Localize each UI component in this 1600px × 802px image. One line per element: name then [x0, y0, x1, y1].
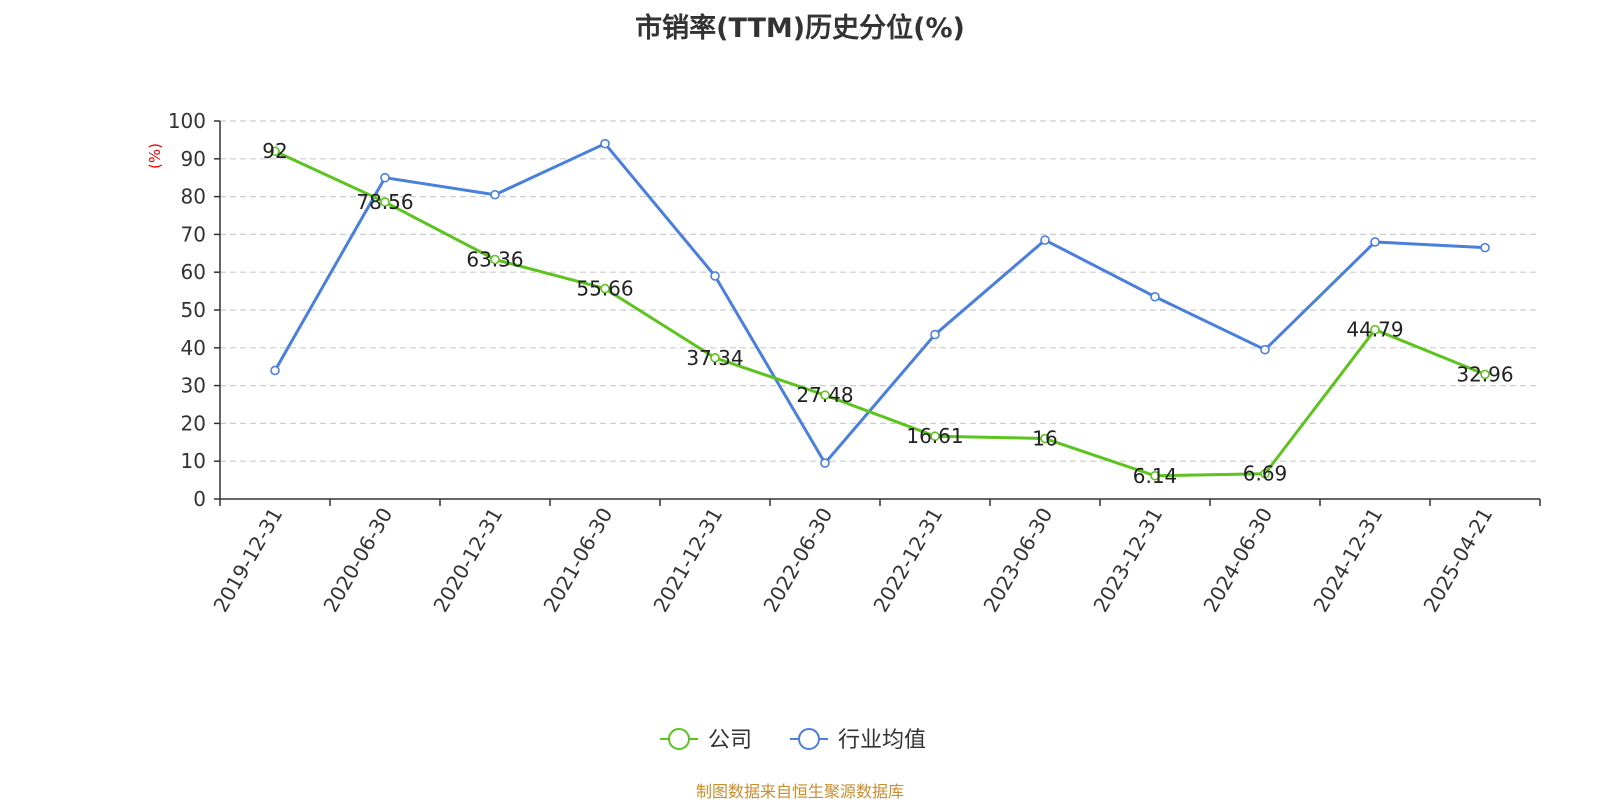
legend-label[interactable]: 公司: [708, 728, 752, 753]
source-note: 制图数据来自恒生聚源数据库: [695, 782, 904, 801]
data-point[interactable]: [1150, 470, 1160, 481]
data-point[interactable]: [1040, 433, 1050, 444]
data-point[interactable]: [490, 189, 500, 200]
x-tick-label: 2022-12-31: [868, 504, 947, 617]
axes: 0 10 20 30 40 50 60 70 80 90 100 2019-12-31 2020-06-…: [168, 109, 1541, 617]
data-point[interactable]: [490, 254, 500, 265]
data-label: 78.56: [356, 190, 413, 214]
x-tick-label: 2024-06-30: [1198, 504, 1277, 617]
legend-marker: [668, 728, 690, 750]
data-label: 55.66: [576, 277, 633, 301]
data-point[interactable]: [930, 431, 940, 442]
data-point[interactable]: [820, 458, 830, 468]
y-tick-label: 70: [181, 222, 206, 246]
x-tick-label: 2020-06-30: [318, 504, 397, 617]
y-tick-label: 0: [193, 487, 206, 511]
legend-marker: [798, 728, 820, 750]
y-tick-label: 60: [181, 260, 206, 284]
data-label: 37.34: [686, 346, 743, 370]
data-label: 27.48: [796, 383, 853, 407]
data-label: 63.36: [466, 247, 523, 271]
data-label: 92: [262, 139, 287, 163]
data-point[interactable]: [1370, 237, 1380, 247]
data-point[interactable]: [1370, 324, 1380, 335]
data-point[interactable]: [1260, 344, 1270, 355]
data-point[interactable]: [270, 146, 280, 157]
data-point[interactable]: [600, 138, 610, 149]
chart-title: 市销率(TTM)历史分位(%): [635, 13, 965, 44]
data-point[interactable]: [1040, 235, 1050, 245]
data-point[interactable]: [1260, 468, 1270, 479]
data-point[interactable]: [1480, 369, 1490, 380]
y-tick-label: 100: [168, 109, 206, 133]
x-tick-label: 2022-06-30: [758, 504, 837, 617]
data-point[interactable]: [930, 329, 940, 340]
grid-lines: [220, 120, 1540, 462]
data-point[interactable]: [710, 271, 720, 281]
x-tick-label: 2024-12-31: [1308, 504, 1387, 617]
data-label: 6.14: [1133, 464, 1178, 488]
x-tick-label: 2021-06-30: [538, 504, 617, 617]
data-point[interactable]: [1150, 291, 1160, 302]
series-line-0: [274, 149, 1486, 478]
y-tick-label: 30: [181, 374, 206, 398]
legend-label[interactable]: 行业均值: [838, 728, 926, 753]
data-point[interactable]: [1480, 242, 1490, 253]
data-label: 16.61: [906, 424, 963, 448]
series-line-1: [273, 142, 1486, 465]
y-tick-label: 20: [181, 411, 206, 435]
y-axis-label: (%): [146, 143, 164, 169]
x-tick-label: 2023-06-30: [978, 504, 1057, 617]
y-tick-label: 50: [181, 298, 206, 322]
x-tick-label: 2020-12-31: [428, 504, 507, 617]
data-point[interactable]: [380, 172, 390, 183]
data-point[interactable]: [710, 353, 720, 363]
y-tick-label: 80: [181, 185, 206, 209]
series-lines: [270, 138, 1490, 481]
data-label: 32.96: [1456, 362, 1513, 386]
data-labels: 92 78.56 63.36 55.66 37.34 27.48 16.61 16 6.14 6.…: [262, 139, 1513, 488]
x-tick-label: 2023-12-31: [1088, 504, 1167, 617]
data-point[interactable]: [270, 365, 280, 376]
x-tick-label: 2019-12-31: [208, 504, 287, 617]
data-point[interactable]: [380, 197, 390, 207]
x-tick-label: 2025-04-21: [1418, 504, 1497, 617]
x-tick-label: 2021-12-31: [648, 504, 727, 617]
data-label: 44.79: [1346, 318, 1403, 342]
data-label: 16: [1032, 427, 1057, 451]
data-point[interactable]: [820, 390, 830, 400]
legend[interactable]: 公司 行业均值: [660, 728, 926, 753]
y-tick-label: 90: [181, 147, 206, 171]
data-label: 6.69: [1243, 462, 1288, 486]
y-tick-label: 40: [181, 336, 206, 360]
y-tick-label: 10: [181, 449, 206, 473]
data-point[interactable]: [600, 283, 610, 294]
